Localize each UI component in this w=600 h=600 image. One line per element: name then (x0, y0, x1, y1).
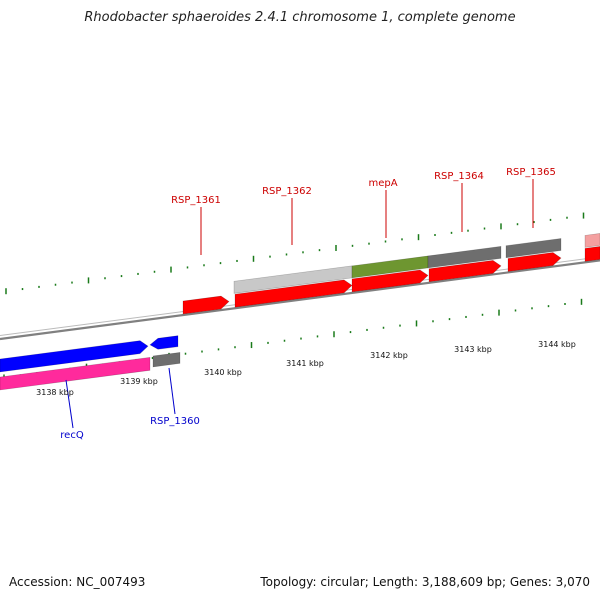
kbp-label: 3141 kbp (286, 359, 324, 368)
backbone-line (0, 259, 600, 341)
leader-recQ (65, 379, 74, 429)
gene-label-RSP_1364: RSP_1364 (434, 171, 484, 182)
gene-label-RSP_1365: RSP_1365 (506, 167, 556, 178)
gene-label-RSP_1361: RSP_1361 (171, 195, 221, 206)
gene-recQ (0, 340, 149, 373)
kbp-label: 3142 kbp (370, 351, 408, 360)
gene-RSP_1360 (149, 335, 179, 350)
label-leader-lines (65, 179, 534, 429)
gene-label-mepA: mepA (368, 178, 397, 189)
kbp-label: 3138 kbp (36, 388, 74, 397)
gene-RSP_1361 (182, 295, 230, 315)
accession-text: Accession: NC_007493 (9, 575, 146, 589)
kbp-label: 3143 kbp (454, 345, 492, 354)
kbp-label: 3139 kbp (120, 377, 158, 386)
gene-RSP_1362 (234, 279, 353, 308)
genome-summary-text: Topology: circular; Length: 3,188,609 bp… (260, 575, 590, 589)
gene-label-RSP_1360: RSP_1360 (150, 416, 200, 427)
feature-pink-partial (584, 233, 600, 248)
kbp-label: 3140 kbp (204, 368, 242, 377)
feature-pink-row (0, 357, 151, 391)
kbp-labels: 3138 kbp 3139 kbp 3140 kbp 3141 kbp 3142 kbp… (36, 340, 576, 397)
feature-grey-1 (427, 246, 502, 269)
leader-RSP_1360 (168, 367, 176, 415)
gene-label-RSP_1362: RSP_1362 (262, 186, 312, 197)
feature-track (0, 233, 600, 391)
gene-labels: RSP_1361 RSP_1362 mepA RSP_1364 RSP_1365 recQ… (60, 167, 556, 441)
gene-RSP_1365 (507, 252, 562, 272)
upper-tick-track (5, 212, 585, 295)
gene-mepA (351, 269, 429, 293)
feature-grey-lower (152, 352, 181, 368)
kbp-label: 3144 kbp (538, 340, 576, 349)
feature-grey-2 (505, 238, 562, 259)
gene-RSP_1364 (428, 260, 502, 283)
gene-partial-right (584, 246, 600, 262)
genome-title: Rhodobacter sphaeroides 2.4.1 chromosome… (84, 10, 516, 25)
gene-label-recQ: recQ (60, 430, 84, 441)
